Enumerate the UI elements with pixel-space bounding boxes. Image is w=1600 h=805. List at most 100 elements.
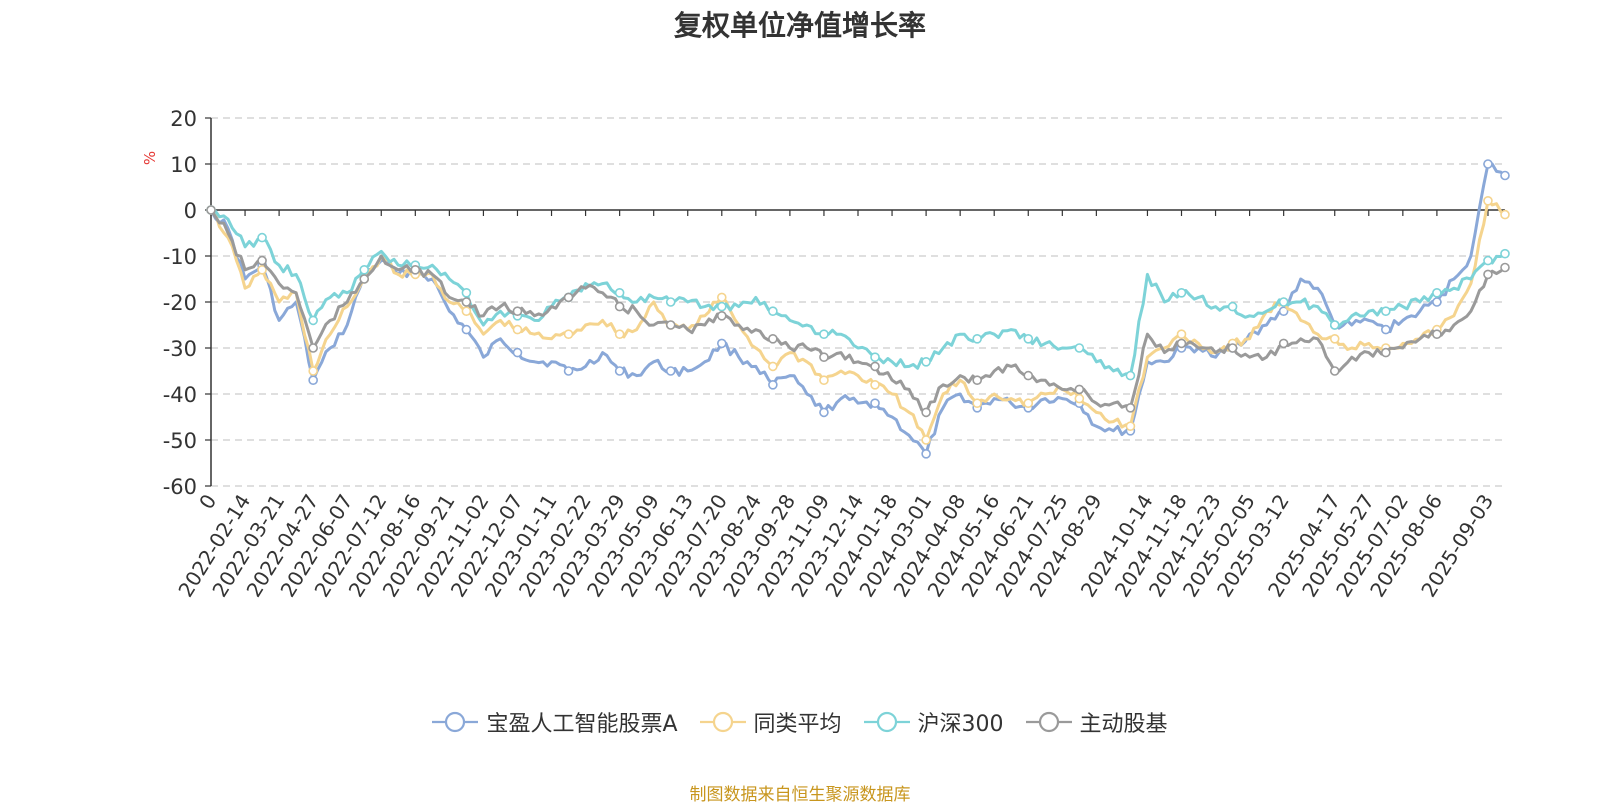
y-tick-label: -40 <box>163 383 197 407</box>
legend-label: 主动股基 <box>1079 712 1168 737</box>
data-point <box>870 398 880 409</box>
data-point <box>1483 159 1493 169</box>
data-point <box>1381 324 1391 335</box>
data-point <box>614 287 625 298</box>
legend-line-icon <box>863 711 910 733</box>
data-point <box>921 407 931 418</box>
data-point <box>563 329 574 340</box>
data-point <box>921 435 931 445</box>
series-lines <box>206 159 1510 459</box>
data-point <box>1329 333 1340 344</box>
data-point <box>972 375 982 386</box>
legend-item-1[interactable]: 同类平均 <box>699 706 842 738</box>
data-point <box>1329 366 1340 376</box>
data-point <box>1381 347 1391 358</box>
data-point <box>512 324 523 335</box>
y-tick-label: -60 <box>163 475 197 499</box>
data-point <box>1329 320 1340 330</box>
y-tick-label: -50 <box>163 429 197 453</box>
y-tick-label: -30 <box>163 337 197 361</box>
data-point <box>1023 370 1034 381</box>
data-point <box>1023 398 1034 409</box>
data-point <box>1227 301 1238 312</box>
data-point <box>716 292 727 303</box>
data-point <box>819 407 829 418</box>
legend-label: 同类平均 <box>753 712 842 737</box>
data-point <box>461 297 472 307</box>
data-point <box>1278 338 1289 349</box>
data-point <box>665 320 676 330</box>
data-point <box>1176 329 1187 340</box>
data-point <box>410 264 421 275</box>
data-point <box>1500 170 1510 181</box>
x-tick-label: 0 <box>194 490 221 514</box>
legend-item-0[interactable]: 宝盈人工智能股票A <box>432 706 678 738</box>
data-point <box>1074 393 1085 404</box>
y-tick-label: 0 <box>184 199 197 223</box>
data-point <box>461 324 472 335</box>
legend-item-3[interactable]: 主动股基 <box>1025 706 1168 738</box>
data-point <box>1432 329 1442 340</box>
data-point <box>614 301 625 312</box>
data-point <box>563 292 574 303</box>
y-tick-label: -10 <box>163 245 197 269</box>
data-point <box>308 375 318 386</box>
data-point <box>870 361 880 372</box>
data-point <box>1176 338 1187 349</box>
legend-label: 宝盈人工智能股票A <box>486 712 678 737</box>
data-point <box>870 352 880 363</box>
data-point <box>870 379 880 390</box>
data-point <box>972 398 982 409</box>
data-point <box>257 232 267 243</box>
data-point <box>1500 248 1510 259</box>
legend-label: 沪深300 <box>917 712 1004 737</box>
data-point <box>768 333 778 344</box>
series-line-0 <box>209 162 1506 456</box>
data-point <box>461 287 472 298</box>
data-point <box>359 264 370 275</box>
data-point <box>921 356 931 367</box>
data-point <box>1278 297 1289 307</box>
data-point <box>308 366 318 376</box>
legend-item-2[interactable]: 沪深300 <box>863 706 1004 738</box>
y-tick-label: -20 <box>163 291 197 315</box>
data-point <box>1500 209 1510 220</box>
chart-title: 复权单位净值增长率 <box>673 9 926 42</box>
data-point <box>1483 255 1493 266</box>
data-point <box>257 264 267 275</box>
series-line-3 <box>209 209 1506 414</box>
data-point <box>1125 402 1136 413</box>
data-point <box>665 366 676 376</box>
data-point <box>1227 343 1238 353</box>
data-point <box>1483 196 1493 206</box>
data-point <box>308 343 318 353</box>
data-point <box>1483 269 1493 280</box>
data-point <box>972 333 982 344</box>
data-point <box>665 297 676 307</box>
data-point <box>768 361 778 372</box>
data-point <box>1023 333 1034 344</box>
data-point <box>206 205 216 215</box>
grid-lines <box>211 117 1505 487</box>
legend: 宝盈人工智能股票A 同类平均 沪深300 主动股基 <box>0 706 1600 738</box>
data-point <box>1125 421 1136 432</box>
source-note: 制图数据来自恒生聚源数据库 <box>689 785 911 805</box>
legend-line-icon <box>699 711 746 733</box>
data-point <box>1432 297 1442 307</box>
legend-line-icon <box>432 711 479 733</box>
data-point <box>716 310 727 321</box>
data-point <box>819 352 829 363</box>
data-point <box>768 379 778 390</box>
y-axis-label: % <box>141 151 159 165</box>
data-point <box>819 329 829 340</box>
data-point <box>768 306 778 317</box>
data-point <box>1278 306 1289 317</box>
data-point <box>1125 370 1136 381</box>
data-point <box>1432 287 1442 298</box>
data-point <box>512 347 523 358</box>
y-tick-label: 10 <box>170 153 197 177</box>
data-point <box>512 306 523 317</box>
y-tick-label: 20 <box>170 107 197 131</box>
data-point <box>1176 287 1187 298</box>
